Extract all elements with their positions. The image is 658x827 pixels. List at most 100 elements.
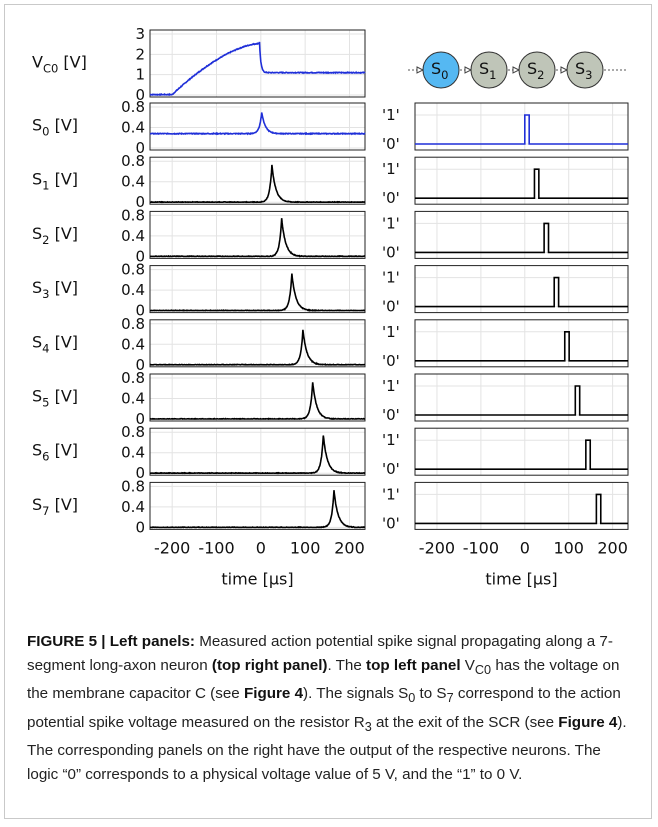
panel-frame xyxy=(149,29,366,98)
panel-y-label-sub: 0 xyxy=(42,125,49,139)
panel-frame xyxy=(149,373,366,422)
logic-label-zero: '0' xyxy=(382,135,400,153)
panel-y-label-unit: [V] xyxy=(49,387,78,406)
logic-label-one: '1' xyxy=(382,323,400,341)
panel-y-label-sub: 5 xyxy=(42,396,49,410)
panel-y-label-base: S xyxy=(32,495,42,514)
panel-y-label-unit: [V] xyxy=(49,170,78,189)
y-tick-label: 0.8 xyxy=(121,423,145,441)
logic-label-one: '1' xyxy=(382,106,400,124)
y-tick-label: 0 xyxy=(135,302,145,320)
logic-pulse xyxy=(415,168,628,199)
caption-text: at the exit of the SCR (see xyxy=(371,713,559,731)
y-tick-label: 0.4 xyxy=(121,444,145,462)
panel-y-label: S6 [V] xyxy=(32,441,78,464)
y-tick-label: 0.4 xyxy=(121,281,145,299)
chain-arrow xyxy=(512,66,521,74)
y-tick-label: 0.4 xyxy=(121,498,145,516)
chain-arrow xyxy=(416,66,425,74)
panel-frame xyxy=(149,102,366,151)
panel-y-label-base: S xyxy=(32,170,42,189)
panel-y-label: S1 [V] xyxy=(32,170,78,193)
panel-y-label-base: S xyxy=(32,332,42,351)
chain-node-label-base: S xyxy=(575,59,585,78)
logic-label-zero: '0' xyxy=(382,406,400,424)
panel-frame xyxy=(149,156,366,205)
x-tick-label: 200 xyxy=(597,538,628,557)
logic-pulse xyxy=(415,439,628,471)
chain-node-label-sub: 2 xyxy=(537,68,544,82)
series-line xyxy=(149,218,366,258)
chain-node-label: S1 xyxy=(479,59,496,82)
logic-pulse xyxy=(415,114,628,145)
logic-label-one: '1' xyxy=(382,377,400,395)
logic-pulse xyxy=(415,330,628,362)
panel-y-label-unit: [V] xyxy=(49,116,78,135)
y-tick-label: 0 xyxy=(135,356,145,374)
caption-bold: (top right panel) xyxy=(211,656,328,674)
caption-subscript: C0 xyxy=(474,662,492,677)
x-tick-label: -100 xyxy=(198,538,234,557)
panel-y-label-base: S xyxy=(32,278,42,297)
caption-subscript: 3 xyxy=(364,719,372,734)
panel-y-label-sub: 6 xyxy=(42,450,49,464)
y-tick-label: 0.4 xyxy=(121,173,145,191)
caption-text: V xyxy=(460,656,475,674)
y-tick-label: 0 xyxy=(135,193,145,211)
panel-y-label: S0 [V] xyxy=(32,116,78,139)
panel-frame xyxy=(414,319,629,368)
y-tick-label: 0.8 xyxy=(121,369,145,387)
chain-node-label-base: S xyxy=(479,59,489,78)
logic-pulse xyxy=(415,276,628,308)
chain-node xyxy=(422,51,460,89)
y-tick-label: 0 xyxy=(135,139,145,157)
logic-label-zero: '0' xyxy=(382,352,400,370)
y-tick-label: 1 xyxy=(135,66,145,84)
y-tick-label: 0.8 xyxy=(121,152,145,170)
logic-pulse xyxy=(415,385,628,416)
y-tick-label: 0.4 xyxy=(121,335,145,353)
figure-frame xyxy=(4,4,652,819)
chain-node xyxy=(518,51,556,89)
chain-node-label: S0 xyxy=(431,59,448,82)
caption-bold: top left panel xyxy=(366,656,461,674)
panel-y-label-unit: [V] xyxy=(49,332,78,351)
panel-y-label-sub: 3 xyxy=(42,287,49,301)
y-tick-label: 0 xyxy=(135,86,145,104)
panel-y-label-unit: [V] xyxy=(49,224,78,243)
chain-node xyxy=(470,51,508,89)
chain-node-label-sub: 3 xyxy=(585,68,592,82)
series-line xyxy=(150,164,366,204)
logic-label-one: '1' xyxy=(382,214,400,232)
panel-y-label: S4 [V] xyxy=(32,332,78,355)
caption-text: has the voltage on the membrane capacito… xyxy=(27,656,620,703)
caption-text: to S xyxy=(415,685,447,703)
logic-label-zero: '0' xyxy=(382,460,400,478)
caption-text: ). The signals S xyxy=(303,685,409,703)
panel-y-label: VC0 [V] xyxy=(32,53,87,76)
panel-frame xyxy=(149,427,366,476)
panel-frame xyxy=(414,156,629,205)
panel-frame xyxy=(414,265,629,314)
y-tick-label: 0.8 xyxy=(121,477,145,495)
y-tick-label: 2 xyxy=(135,45,145,63)
panel-y-label-unit: [V] xyxy=(49,495,78,514)
series-line xyxy=(149,329,365,366)
caption-text: ). The corresponding panels on the right… xyxy=(27,713,627,784)
y-tick-label: 0 xyxy=(135,518,145,536)
panel-y-label: S5 [V] xyxy=(32,387,78,410)
chain-node xyxy=(566,51,604,89)
panel-y-label: S7 [V] xyxy=(32,495,78,518)
x-tick-label: 200 xyxy=(334,538,365,557)
chain-node-label-base: S xyxy=(527,59,537,78)
series-line xyxy=(150,490,366,529)
panel-frame xyxy=(414,373,629,422)
x-tick-label: -200 xyxy=(154,538,190,557)
panel-y-label-sub: 4 xyxy=(42,341,49,355)
logic-label-zero: '0' xyxy=(382,298,400,316)
y-tick-label: 0.4 xyxy=(121,119,145,137)
y-tick-label: 0 xyxy=(135,410,145,428)
panel-y-label-sub: 7 xyxy=(42,504,49,518)
series-line xyxy=(150,435,366,475)
logic-label-one: '1' xyxy=(382,269,400,287)
